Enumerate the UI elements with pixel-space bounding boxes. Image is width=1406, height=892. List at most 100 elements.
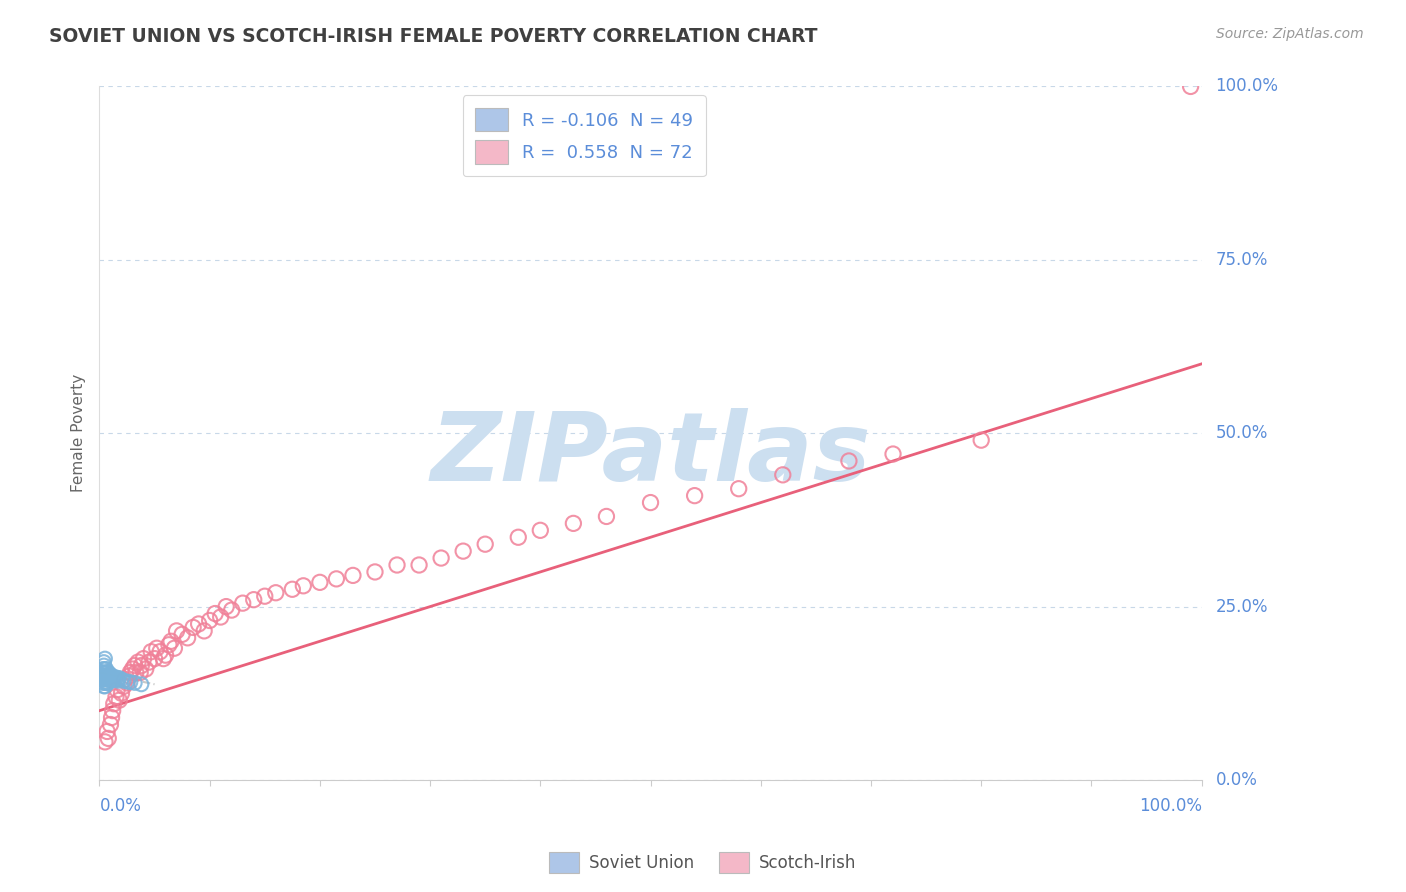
Point bbox=[120, 675, 142, 690]
Point bbox=[141, 645, 163, 659]
Point bbox=[124, 658, 146, 673]
Point bbox=[97, 731, 120, 746]
Point bbox=[112, 673, 135, 688]
Point bbox=[152, 651, 174, 665]
Point bbox=[110, 686, 132, 700]
Point bbox=[94, 665, 117, 680]
Point bbox=[120, 665, 142, 680]
Point bbox=[155, 648, 177, 662]
Point bbox=[292, 579, 315, 593]
Point bbox=[474, 537, 496, 551]
Point bbox=[187, 616, 209, 631]
Text: 100.0%: 100.0% bbox=[1139, 797, 1202, 814]
Point bbox=[198, 614, 221, 628]
Point bbox=[101, 704, 124, 718]
Point bbox=[96, 665, 118, 680]
Legend: Soviet Union, Scotch-Irish: Soviet Union, Scotch-Irish bbox=[543, 846, 863, 880]
Point bbox=[529, 524, 551, 538]
Point bbox=[91, 676, 114, 690]
Point bbox=[103, 670, 125, 684]
Point bbox=[97, 676, 120, 690]
Point bbox=[221, 603, 243, 617]
Text: 0.0%: 0.0% bbox=[100, 797, 142, 814]
Point bbox=[98, 673, 121, 687]
Point bbox=[104, 670, 127, 684]
Point bbox=[215, 599, 238, 614]
Point bbox=[115, 676, 138, 690]
Point bbox=[94, 662, 117, 676]
Point bbox=[232, 596, 254, 610]
Point bbox=[91, 662, 114, 676]
Point bbox=[309, 575, 332, 590]
Point bbox=[91, 673, 114, 687]
Text: 25.0%: 25.0% bbox=[1216, 598, 1268, 615]
Point bbox=[595, 509, 617, 524]
Text: Source: ZipAtlas.com: Source: ZipAtlas.com bbox=[1216, 27, 1364, 41]
Point bbox=[112, 679, 135, 693]
Point bbox=[562, 516, 585, 531]
Point bbox=[640, 495, 662, 509]
Point bbox=[121, 662, 143, 676]
Point bbox=[408, 558, 430, 572]
Point bbox=[138, 655, 160, 669]
Point bbox=[209, 610, 232, 624]
Point bbox=[98, 667, 121, 681]
Point bbox=[100, 673, 122, 687]
Point bbox=[242, 592, 264, 607]
Point bbox=[94, 665, 117, 680]
Point bbox=[101, 673, 124, 687]
Point bbox=[94, 676, 117, 690]
Point bbox=[132, 651, 155, 665]
Point bbox=[93, 679, 115, 693]
Point bbox=[325, 572, 347, 586]
Point bbox=[93, 655, 115, 669]
Point bbox=[149, 645, 172, 659]
Point bbox=[772, 467, 794, 482]
Point bbox=[100, 710, 122, 724]
Point bbox=[193, 624, 215, 638]
Point bbox=[94, 673, 117, 687]
Point bbox=[385, 558, 408, 572]
Point bbox=[94, 651, 117, 665]
Point bbox=[204, 607, 226, 621]
Point bbox=[364, 565, 387, 579]
Point bbox=[104, 673, 127, 687]
Point bbox=[131, 677, 153, 691]
Point bbox=[107, 673, 129, 688]
Point bbox=[253, 589, 276, 603]
Point bbox=[96, 676, 118, 690]
Point bbox=[143, 651, 166, 665]
Text: 75.0%: 75.0% bbox=[1216, 251, 1268, 268]
Point bbox=[105, 682, 128, 697]
Point bbox=[96, 724, 118, 739]
Point bbox=[114, 673, 136, 687]
Point bbox=[683, 489, 706, 503]
Text: 100.0%: 100.0% bbox=[1216, 78, 1278, 95]
Text: 0.0%: 0.0% bbox=[1216, 771, 1257, 789]
Point bbox=[124, 676, 146, 690]
Point bbox=[97, 665, 120, 680]
Point bbox=[281, 582, 304, 597]
Point bbox=[94, 735, 117, 749]
Text: SOVIET UNION VS SCOTCH-IRISH FEMALE POVERTY CORRELATION CHART: SOVIET UNION VS SCOTCH-IRISH FEMALE POVE… bbox=[49, 27, 818, 45]
Legend: R = -0.106  N = 49, R =  0.558  N = 72: R = -0.106 N = 49, R = 0.558 N = 72 bbox=[463, 95, 706, 177]
Point bbox=[430, 551, 453, 566]
Point bbox=[90, 665, 112, 680]
Point bbox=[100, 667, 122, 681]
Point bbox=[94, 679, 117, 693]
Point bbox=[96, 673, 118, 687]
Point bbox=[101, 670, 124, 684]
Point bbox=[103, 697, 125, 711]
Point bbox=[97, 669, 120, 683]
Point bbox=[1180, 79, 1202, 94]
Point bbox=[264, 586, 287, 600]
Text: 50.0%: 50.0% bbox=[1216, 425, 1268, 442]
Point bbox=[131, 658, 153, 673]
Point bbox=[157, 638, 180, 652]
Point bbox=[97, 673, 120, 687]
Point bbox=[108, 693, 131, 707]
Point bbox=[104, 690, 127, 704]
Point bbox=[838, 454, 860, 468]
Point bbox=[727, 482, 749, 496]
Point bbox=[163, 641, 186, 656]
